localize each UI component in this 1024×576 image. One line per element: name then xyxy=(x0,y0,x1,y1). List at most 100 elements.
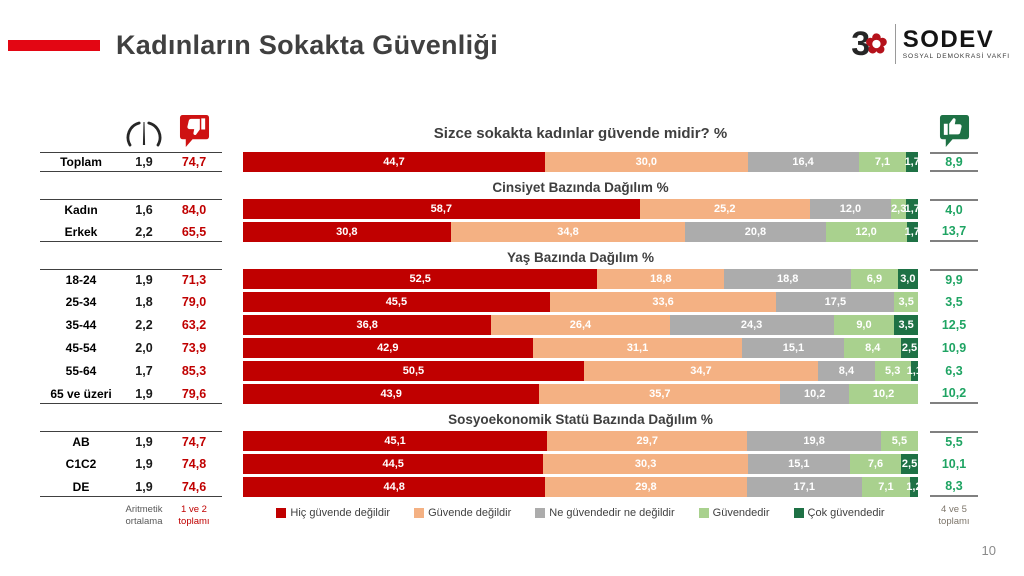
legend-color-swatch xyxy=(535,508,546,518)
row-negative-total: 65,5 xyxy=(181,224,207,239)
bar-segment: 8,4 xyxy=(818,361,875,381)
survey-chart: Sizce sokakta kadınlar güvende midir? % … xyxy=(40,106,978,528)
row-mean-value: 1,7 xyxy=(135,364,153,378)
legend: Hiç güvende değildir Güvende değildir Ne g… xyxy=(243,504,918,519)
bar-segment-label: 5,3 xyxy=(885,365,901,377)
page-number: 10 xyxy=(981,543,996,558)
row-mean-value: 1,8 xyxy=(135,295,153,309)
bar-segment-label: 12,0 xyxy=(855,226,877,238)
bar-segment: 2,3 xyxy=(890,199,907,219)
bar-segment-label: 1,7 xyxy=(904,156,920,168)
bar-segment-label: 44,8 xyxy=(383,481,405,493)
section-header-row: Yaş Bazında Dağılım % xyxy=(40,245,978,269)
row-mean-value: 1,9 xyxy=(135,155,153,169)
row-negative-total: 74,8 xyxy=(181,457,207,471)
row-label: 18-24 xyxy=(65,272,97,287)
row-negative-total: 79,0 xyxy=(181,295,207,309)
row-mean-value: 2,2 xyxy=(135,318,153,332)
page-title: Kadınların Sokakta Güvenliği xyxy=(116,30,498,60)
bar-segment-label: 2,5 xyxy=(901,342,918,354)
row-negative-total: 63,2 xyxy=(181,318,207,332)
logo-30: 3 ✿ xyxy=(851,27,888,61)
chart-row: Toplam 1,9 74,7 44,7 30,0 16,4 7,1 1,7 8,9 xyxy=(40,152,978,172)
bar-segment: 3,5 xyxy=(894,292,918,312)
row-label: 25-34 xyxy=(65,295,97,309)
row-positive-total: 10,2 xyxy=(930,384,978,404)
gap xyxy=(222,292,243,312)
bar-segment: 44,7 xyxy=(243,152,546,172)
bar-segment: 45,1 xyxy=(243,431,548,451)
gap xyxy=(918,361,930,381)
gap xyxy=(222,338,243,358)
row-negative-total: 71,3 xyxy=(181,272,207,287)
bar-segment: 15,1 xyxy=(747,454,850,474)
stacked-bar: 52,5 18,8 18,8 6,9 3,0 xyxy=(243,269,918,289)
bar-segment: 31,1 xyxy=(532,338,743,358)
bar-segment-label: 6,9 xyxy=(866,273,883,285)
bar-segment: 6,9 xyxy=(851,269,898,289)
stacked-bar: 36,8 26,4 24,3 9,0 3,5 xyxy=(243,315,918,335)
bar-segment: 29,7 xyxy=(547,431,748,451)
row-left-table: 55-64 1,7 85,3 xyxy=(40,361,222,381)
chart-row: C1C2 1,9 74,8 44,5 30,3 15,1 7,6 2,5 10,1 xyxy=(40,454,978,474)
gap xyxy=(918,454,930,474)
accent-dash xyxy=(8,40,100,51)
bar-segment: 45,5 xyxy=(243,292,550,312)
row-label: Erkek xyxy=(64,224,98,239)
row-label: AB xyxy=(72,434,90,449)
row-positive-total: 6,3 xyxy=(945,364,963,378)
chart-rows: Toplam 1,9 74,7 44,7 30,0 16,4 7,1 1,7 8,9 Cinsiy… xyxy=(40,152,978,497)
bar-segment-label: 42,9 xyxy=(377,342,399,354)
legend-label: Güvende değildir xyxy=(428,507,512,519)
row-positive-total: 3,5 xyxy=(945,295,963,309)
bar-segment: 8,4 xyxy=(844,338,902,358)
row-label: 65 ve üzeri xyxy=(50,386,112,401)
bar-segment-label: 44,7 xyxy=(383,156,405,168)
row-negative-total: 84,0 xyxy=(181,202,207,217)
gap xyxy=(222,269,243,289)
bar-segment-label: 34,7 xyxy=(690,365,712,377)
row-negative-total: 79,6 xyxy=(181,386,207,401)
row-label: C1C2 xyxy=(65,457,97,471)
bar-segment: 12,0 xyxy=(825,222,907,242)
legend-label: Hiç güvende değildir xyxy=(290,507,391,519)
stacked-bar: 45,5 33,6 17,5 3,5 xyxy=(243,292,918,312)
bar-segment: 5,5 xyxy=(880,431,918,451)
row-left-table: 45-54 2,0 73,9 xyxy=(40,338,222,358)
row-label: 55-64 xyxy=(65,364,97,378)
row-left-table: 65 ve üzeri 1,9 79,6 xyxy=(40,384,222,404)
gap xyxy=(918,222,930,242)
bar-segment-label: 34,8 xyxy=(557,226,579,238)
chart-header-row: Sizce sokakta kadınlar güvende midir? % xyxy=(40,106,978,152)
row-mean-value: 1,9 xyxy=(135,386,153,401)
stacked-bar: 43,9 35,7 10,2 10,2 xyxy=(243,384,918,404)
bar-segment-label: 18,8 xyxy=(777,273,799,285)
gap xyxy=(918,292,930,312)
bar-segment-label: 30,3 xyxy=(634,458,657,470)
legend-color-swatch xyxy=(414,508,425,518)
bar-segment: 10,2 xyxy=(849,384,918,404)
gap xyxy=(918,477,930,497)
row-left-table: AB 1,9 74,7 xyxy=(40,431,222,451)
bar-segment: 30,0 xyxy=(545,152,748,172)
bar-segment-label: 20,8 xyxy=(744,226,767,238)
bar-segment-label: 19,8 xyxy=(803,435,825,447)
bar-segment-label: 8,4 xyxy=(865,342,881,354)
bar-segment: 18,8 xyxy=(724,269,852,289)
bar-segment-label: 2,5 xyxy=(901,458,918,470)
bar-segment-label: 3,5 xyxy=(898,319,914,331)
row-label: 35-44 xyxy=(65,318,97,332)
logo-subtitle: SOSYAL DEMOKRASİ VAKFI xyxy=(902,53,1010,61)
bar-segment: 17,1 xyxy=(746,477,862,497)
bar-segment: 35,7 xyxy=(539,384,781,404)
row-negative-total: 85,3 xyxy=(181,364,207,378)
neg-column-footer: 1 ve 2 toplamı xyxy=(178,504,210,527)
chart-row: 45-54 2,0 73,9 42,9 31,1 15,1 8,4 2,5 10,9 xyxy=(40,338,978,358)
bar-segment-label: 24,3 xyxy=(740,319,763,331)
gauge-icon xyxy=(126,121,162,147)
bar-segment-label: 45,5 xyxy=(385,296,408,308)
chart-row: Erkek 2,2 65,5 30,8 34,8 20,8 12,0 1,7 13,7 xyxy=(40,222,978,242)
thumbs-down-icon xyxy=(179,115,209,147)
bar-segment-label: 10,2 xyxy=(872,388,895,400)
row-negative-total: 74,7 xyxy=(181,434,207,449)
